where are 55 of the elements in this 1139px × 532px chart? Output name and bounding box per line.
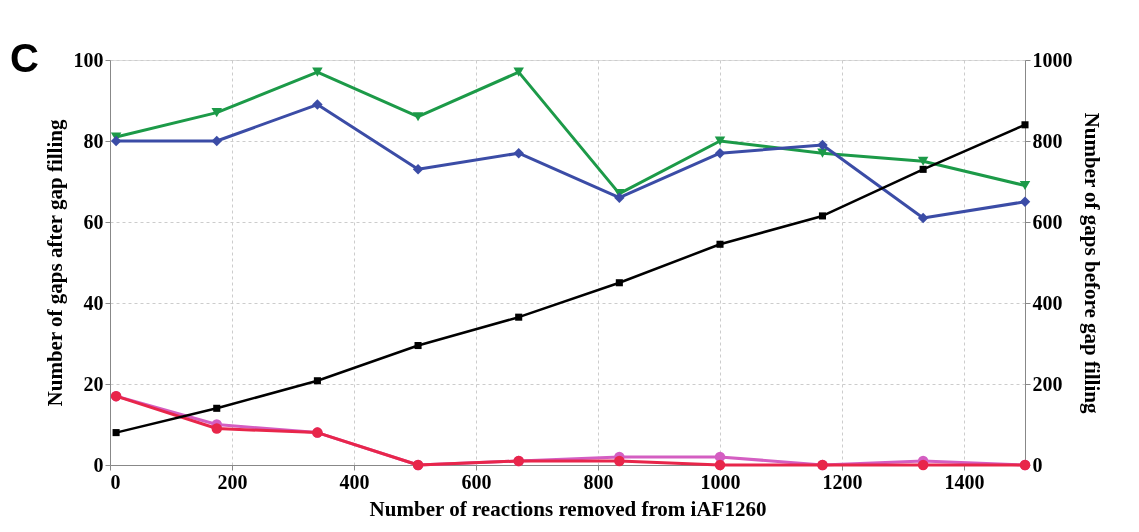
y-axis-title: Number of gaps after gap filling [42,119,67,407]
point [213,404,221,412]
y2-axis-title: Number of gaps before gap filling [1079,112,1104,414]
point [917,459,929,471]
y2-tick-label: 1000 [1032,48,1073,71]
point [312,99,323,110]
x-tick-label: 0 [110,470,121,493]
point [818,212,827,220]
point [614,192,625,203]
point [919,165,927,173]
point [112,429,120,437]
point [412,164,424,175]
y2-tick-label: 600 [1032,210,1063,233]
point [211,135,222,147]
point [515,313,523,321]
y-tick-label: 100 [73,48,104,71]
point [1019,196,1031,207]
point [414,341,422,350]
y-tick-label: 60 [83,210,104,233]
x-tick-label: 1400 [944,470,985,493]
point [917,156,929,166]
x-tick-label: 200 [217,470,248,493]
point [716,240,724,248]
x-tick-label: 1200 [822,470,863,493]
point [513,67,524,77]
y2-tick-label: 400 [1032,291,1063,314]
y2-tick-label: 800 [1032,129,1063,152]
point [312,67,323,77]
point [917,212,929,224]
x-tick-label: 1000 [700,470,741,493]
x-tick-label: 600 [461,470,492,493]
point [513,147,524,159]
y2-tick-label: 0 [1032,453,1043,476]
point [412,112,424,122]
y-tick-label: 0 [93,453,104,476]
point [714,459,726,471]
point [211,423,222,434]
point [110,135,122,147]
y-tick-label: 80 [83,129,104,152]
point [614,455,625,467]
text: C [10,36,39,80]
y-tick-label: 20 [83,372,104,395]
x-tick-label: 400 [339,470,370,493]
point [1021,121,1029,129]
point [313,377,321,385]
y2-tick-label: 200 [1032,372,1063,395]
x-tick-label: 800 [583,470,614,493]
point [615,279,623,287]
point [211,108,222,118]
point [714,147,726,159]
point [1019,181,1031,191]
x-axis-title: Number of reactions removed from iAF1260 [369,496,767,521]
point [817,139,828,151]
y-tick-label: 40 [83,291,104,314]
point [714,136,726,146]
